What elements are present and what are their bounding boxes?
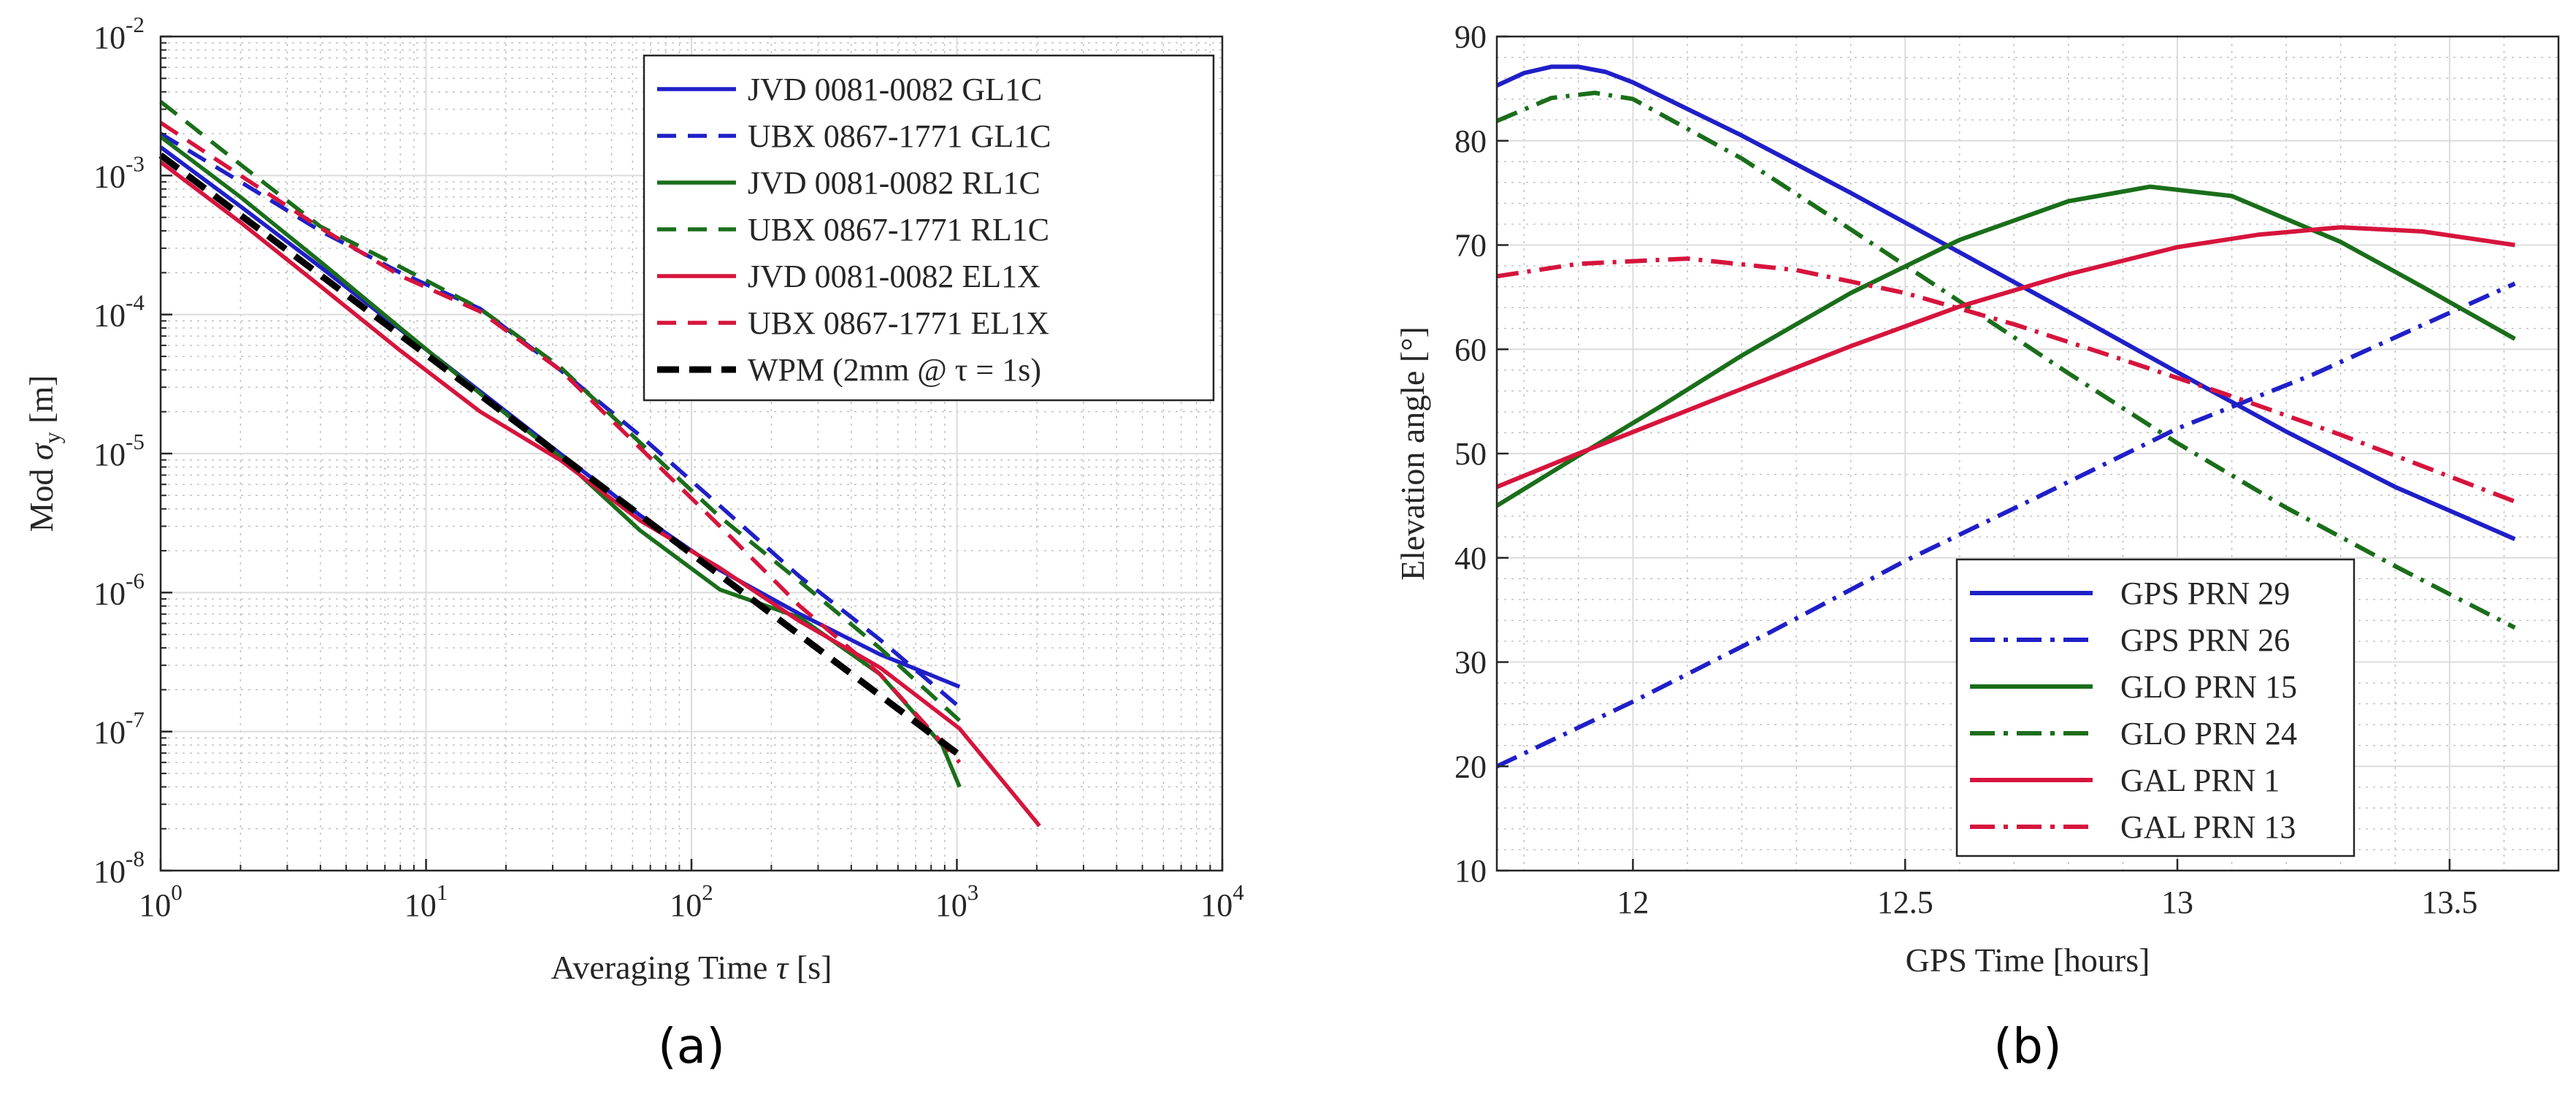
chart-b-ytick-label: 80 [1454,123,1487,159]
chart-a-xlabel: Averaging Time τ [s] [551,949,832,986]
chart-a-legend-label: JVD 0081-0082 EL1X [748,259,1040,294]
chart-b-legend-label: GLO PRN 15 [2120,669,2297,705]
chart-b-ytick-label: 90 [1454,19,1487,55]
chart-a-legend-label: JVD 0081-0082 GL1C [748,72,1042,107]
chart-b-ytick-label: 60 [1454,332,1487,367]
chart-b-series-line-6 [1496,256,2516,504]
chart-a-series-line-6 [159,121,962,764]
chart-b-xlabel: GPS Time [hours] [1906,941,2150,979]
chart-b-xtick-label: 13.5 [2421,884,2477,920]
chart-b-legend-label: GPS PRN 26 [2120,622,2290,658]
chart-b-lines [1495,64,2516,769]
chart-b-series-line-4 [1495,91,2516,630]
chart-a-legend-label: UBX 0867-1771 GL1C [748,118,1051,154]
chart-b-series-line-1 [1495,64,2516,541]
chart-b-legend-label: GPS PRN 29 [2120,576,2290,611]
chart-b-legend: GPS PRN 29 GPS PRN 26 GLO PRN 15 GLO PRN 24… [1955,558,2355,857]
chart-b-legend-box [1955,558,2355,857]
chart-b-series-line-2 [1495,281,2516,769]
chart-b-xtick-label: 13 [2161,884,2193,920]
chart-b-ytick-label: 70 [1454,228,1487,264]
chart-a-series-line-4 [159,100,962,722]
chart-a-legend-label: WPM (2mm @ τ = 1s) [748,352,1041,388]
chart-b-series-line-3 [1495,184,2516,508]
chart-b-xtick-label: 12.5 [1877,884,1933,920]
chart-b-legend-label: GAL PRN 1 [2120,762,2280,798]
chart-a-legend-label: UBX 0867-1771 EL1X [748,305,1049,341]
chart-a-series-line-2 [159,131,961,709]
chart-b-series-line-5 [1495,225,2515,489]
chart-a-legend-label: UBX 0867-1771 RL1C [748,212,1049,248]
chart-a-series-line-3 [159,135,962,788]
chart-a: 100 101 102 103 10410-810-710-610-510-410-31… [23,12,1244,1074]
chart-b-ytick-label: 20 [1454,749,1487,784]
chart-a-legend-label: JVD 0081-0082 RL1C [748,165,1040,201]
chart-b-ytick-label: 40 [1454,540,1487,576]
chart-a-legend: JVD 0081-0082 GL1C UBX 0867-1771 GL1C JVD … [643,54,1215,402]
chart-b-ylabel: Elevation angle [°] [1394,326,1431,581]
chart-a-ylabel: Mod σy [m] [23,375,67,532]
chart-a-panel-label: (a) [658,1018,725,1074]
chart-b-ticks: 12 12.5 13 13.5 10 20 30 40 50 60 70 80 90 [1454,19,2477,920]
chart-a-legend-box [643,54,1215,402]
chart-b-ytick-label: 50 [1454,436,1487,472]
chart-b-ytick-label: 30 [1454,645,1487,681]
chart-b-panel-label: (b) [1993,1018,2061,1074]
chart-b: 12 12.5 13 13.5 10 20 30 40 50 60 70 80 90 GPS Time … [1394,19,2560,1074]
chart-b-ytick-label: 10 [1454,853,1487,889]
chart-b-legend-label: GAL PRN 13 [2120,809,2296,845]
chart-a-lines [158,100,1041,827]
chart-b-xtick-label: 12 [1617,884,1649,920]
chart-b-legend-label: GLO PRN 24 [2120,716,2297,752]
chart-a-series-line-5 [159,160,1041,827]
